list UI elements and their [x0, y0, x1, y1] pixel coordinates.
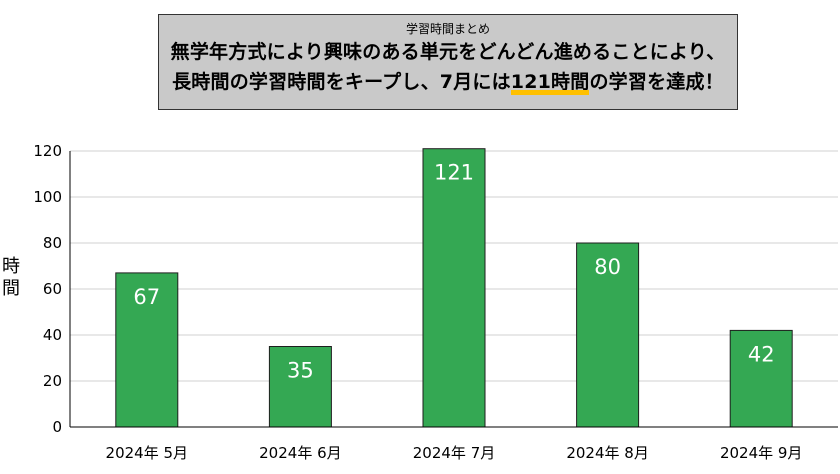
- bar: [576, 242, 640, 428]
- summary-highlight: 121時間: [510, 71, 590, 93]
- bar: [422, 148, 486, 428]
- data-label: 121: [434, 161, 474, 185]
- summary-line-2: 長時間の学習時間をキープし、7月には121時間の学習を達成！: [159, 67, 737, 97]
- data-label: 67: [133, 285, 160, 309]
- x-tick-label: 2024年 6月: [259, 444, 342, 462]
- bar: [729, 329, 793, 428]
- y-tick-label: 100: [33, 188, 62, 206]
- summary-subtitle: 学習時間まとめ: [405, 22, 490, 36]
- y-tick-label: 20: [43, 372, 62, 390]
- y-tick-label: 40: [43, 326, 62, 344]
- data-label: 42: [748, 342, 775, 366]
- y-tick-label: 80: [43, 234, 62, 252]
- y-tick-label: 0: [52, 418, 62, 436]
- y-axis-label: 時間: [2, 256, 20, 299]
- y-tick-label: 60: [43, 280, 62, 298]
- summary-line-2-pre: 長時間の学習時間をキープし、7月には: [172, 71, 511, 93]
- data-label: 80: [594, 255, 621, 279]
- data-label: 35: [287, 359, 314, 383]
- summary-line-2-post: の学習を達成！: [589, 71, 724, 93]
- x-tick-label: 2024年 5月: [106, 444, 189, 462]
- summary-line-1: 無学年方式により興味のある単元をどんどん進めることにより、: [170, 41, 726, 63]
- x-tick-label: 2024年 7月: [413, 444, 496, 462]
- x-tick-label: 2024年 9月: [720, 444, 803, 462]
- x-tick-label: 2024年 8月: [566, 444, 649, 462]
- bar: [115, 272, 179, 428]
- summary-title-box: 学習時間まとめ 無学年方式により興味のある単元をどんどん進めることにより、 長時…: [158, 14, 738, 110]
- bar: [268, 346, 332, 428]
- y-tick-label: 120: [33, 142, 62, 160]
